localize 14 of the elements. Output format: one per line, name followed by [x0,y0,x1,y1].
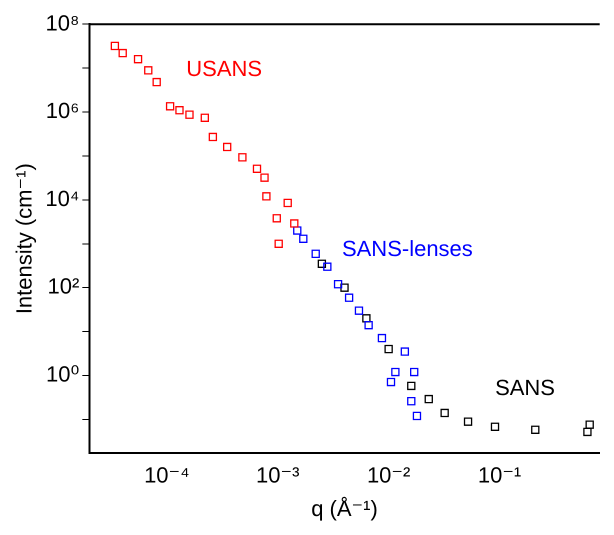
x-tick-label: 10⁻³ [256,462,300,488]
y-tick-label: 10⁶ [46,98,80,124]
y-tick-label: 10⁴ [45,186,80,211]
y-axis-title: Intensity (cm⁻¹) [11,163,36,314]
series-label: USANS [186,56,262,82]
series-label: SANS-lenses [342,236,473,261]
y-tick-label: 10² [48,274,80,299]
x-tick-label: 10⁻² [366,462,410,488]
y-tick-label: 10⁸ [46,10,80,36]
x-tick-label: 10⁻¹ [478,462,522,488]
x-tick-label: 10⁻⁴ [144,462,190,488]
series-label: SANS [495,374,555,400]
y-tick-label: 10⁰ [46,362,80,387]
x-axis-title: q (Å⁻¹) [311,496,378,521]
